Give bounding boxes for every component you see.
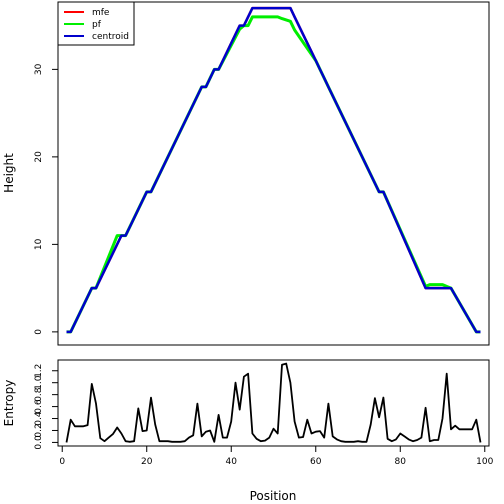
entropy-series xyxy=(65,362,482,443)
position-x-tick-label: 40 xyxy=(226,457,238,467)
height-axis-label: Height xyxy=(2,153,16,193)
height-y-axis: 0 10 20 30 xyxy=(34,63,58,335)
entropy-line xyxy=(65,362,482,443)
legend: mfe pf centroid xyxy=(57,1,135,46)
height-y-tick-label: 30 xyxy=(34,63,44,75)
entropy-y-tick-label: 0.0 xyxy=(34,435,44,450)
height-y-tick-label: 20 xyxy=(34,151,44,163)
height-plot-frame xyxy=(57,1,490,346)
legend-label-mfe: mfe xyxy=(92,8,110,18)
entropy-y-axis: 0.00.20.40.60.81.01.2 xyxy=(34,364,58,450)
entropy-y-tick-label: 0.2 xyxy=(34,423,44,437)
position-axis-label: Position xyxy=(250,489,297,503)
position-x-tick-label: 80 xyxy=(395,457,407,467)
position-x-tick-label: 100 xyxy=(476,457,493,467)
position-x-tick-label: 20 xyxy=(141,457,153,467)
entropy-y-tick-label: 0.4 xyxy=(34,411,44,426)
height-y-tick-label: 10 xyxy=(34,238,44,250)
entropy-y-tick-label: 0.8 xyxy=(34,387,44,402)
entropy-plot-frame xyxy=(57,359,490,447)
entropy-panel: 0.00.20.40.60.81.01.2 0 20 40 60 80 100 Entro… xyxy=(2,359,494,503)
height-panel: 0 10 20 30 Height mfe pf centroid xyxy=(2,1,490,346)
entropy-y-tick-label: 1.0 xyxy=(34,375,44,390)
entropy-axis-label: Entropy xyxy=(2,380,16,427)
legend-label-pf: pf xyxy=(92,20,102,30)
position-x-tick-label: 0 xyxy=(59,457,65,467)
entropy-y-tick-label: 1.2 xyxy=(34,364,44,378)
series-line-centroid xyxy=(66,6,481,334)
legend-label-centroid: centroid xyxy=(92,32,129,42)
entropy-y-tick-label: 0.6 xyxy=(34,399,44,414)
entropy-x-axis: 0 20 40 60 80 100 xyxy=(59,446,494,467)
height-series xyxy=(66,6,481,334)
height-y-tick-label: 0 xyxy=(34,329,44,335)
position-x-tick-label: 60 xyxy=(310,457,322,467)
